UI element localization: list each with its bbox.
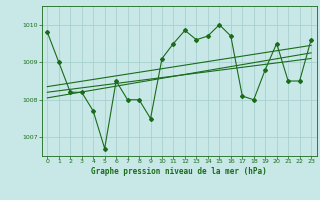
- X-axis label: Graphe pression niveau de la mer (hPa): Graphe pression niveau de la mer (hPa): [91, 167, 267, 176]
